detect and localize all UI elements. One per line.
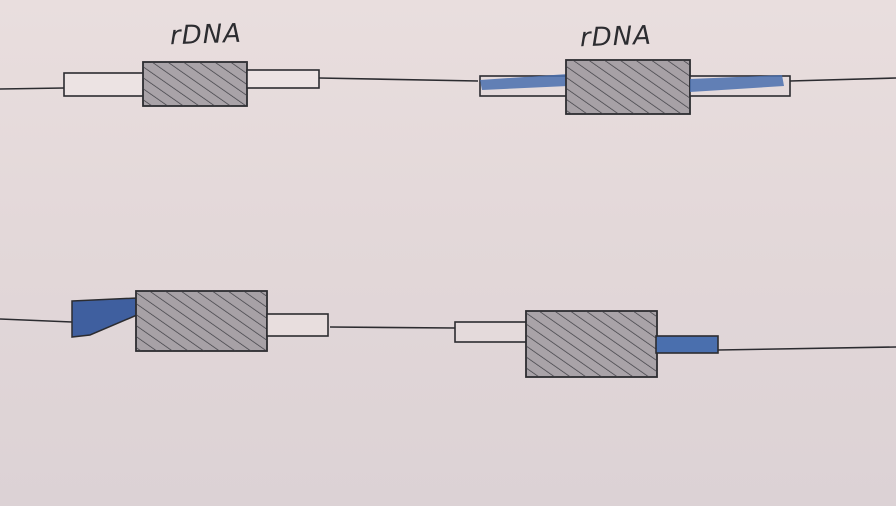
rdna-label-left: rDNA: [169, 18, 243, 52]
flanking-region-box: [246, 69, 320, 89]
rdna-label-right: rDNA: [579, 20, 653, 54]
dna-strand-line: [329, 326, 456, 329]
flanking-region-box: [454, 321, 528, 343]
hatch-overlay: [136, 291, 267, 351]
blue-highlight: [690, 75, 784, 92]
blue-highlight: [480, 74, 568, 90]
top-right-diagram: [479, 59, 896, 115]
blue-highlight: [71, 297, 138, 338]
bottom-left-diagram: [0, 290, 456, 352]
dna-strand-line: [0, 87, 65, 90]
flanking-region-box: [655, 335, 719, 354]
dna-strand-line: [789, 77, 896, 82]
top-left-diagram: [0, 61, 479, 107]
flanking-region-box: [266, 313, 329, 337]
hatch-overlay: [526, 311, 657, 377]
hatch-overlay: [566, 60, 690, 114]
flanking-region-box: [63, 72, 145, 97]
bottom-right-diagram: [454, 310, 896, 378]
dna-strand-line: [0, 318, 73, 323]
dna-strand-line: [717, 346, 896, 351]
hatch-overlay: [143, 62, 247, 106]
dna-strand-line: [318, 77, 479, 82]
